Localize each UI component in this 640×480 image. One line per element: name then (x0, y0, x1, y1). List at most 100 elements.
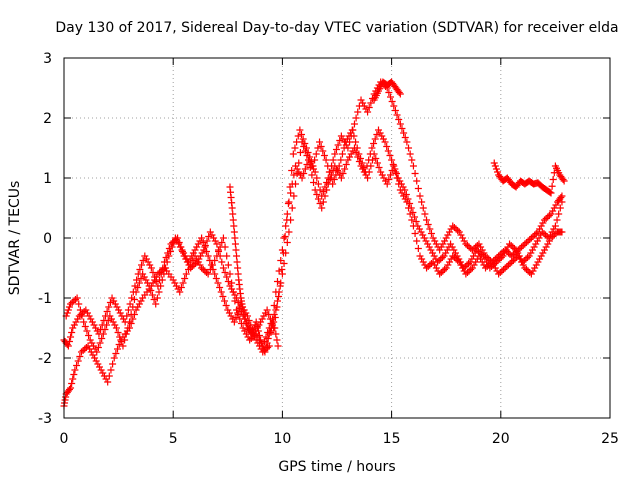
data-point (350, 132, 358, 140)
data-point (172, 282, 180, 290)
data-point (491, 260, 499, 267)
data-point (442, 264, 450, 272)
data-point (188, 252, 196, 260)
data-point (272, 288, 280, 296)
data-point (231, 234, 239, 242)
data-point (547, 210, 555, 218)
data-point (270, 318, 278, 326)
data-point (127, 311, 135, 318)
data-point (293, 165, 301, 173)
data-point (117, 338, 125, 345)
data-point (230, 222, 238, 230)
data-point (63, 309, 71, 317)
data-point (306, 153, 314, 161)
data-point (86, 336, 94, 344)
data-point (216, 284, 224, 291)
data-point (371, 135, 379, 143)
data-point (385, 176, 393, 183)
data-point (529, 233, 537, 240)
data-point (417, 228, 425, 236)
data-point (205, 233, 213, 240)
data-point (468, 264, 476, 272)
data-point (512, 246, 520, 254)
data-point (234, 270, 242, 278)
data-point (98, 335, 106, 342)
data-point (307, 158, 315, 165)
data-point (218, 239, 226, 246)
data-point (137, 297, 145, 305)
data-point (109, 318, 117, 326)
data-point (282, 222, 290, 230)
data-point (141, 252, 149, 260)
data-point (502, 246, 510, 254)
data-point (199, 266, 207, 273)
x-axis-label: GPS time / hours (278, 459, 395, 475)
data-point (419, 204, 427, 212)
data-point (459, 234, 467, 242)
data-point (389, 161, 397, 168)
data-point (119, 342, 127, 350)
data-point (140, 273, 148, 281)
data-point (370, 140, 378, 147)
data-point (126, 318, 134, 326)
data-point (429, 234, 437, 242)
data-point (216, 252, 224, 260)
data-point (177, 284, 185, 291)
data-point (198, 249, 206, 257)
data-point (363, 162, 371, 170)
data-point (367, 99, 375, 107)
data-point (74, 315, 82, 323)
data-point (424, 240, 432, 248)
data-point (70, 321, 78, 329)
data-point (442, 249, 450, 257)
data-point (337, 156, 345, 164)
data-point (359, 99, 367, 107)
data-point (341, 165, 349, 173)
data-point (347, 150, 355, 158)
data-point (400, 129, 408, 137)
data-point (112, 324, 120, 332)
data-point (514, 249, 522, 257)
data-point (273, 297, 281, 305)
data-point (342, 161, 350, 168)
data-point (507, 242, 515, 249)
data-point (259, 342, 267, 350)
data-point (176, 288, 184, 296)
data-point (319, 188, 327, 195)
data-point (450, 224, 458, 231)
data-point (228, 279, 236, 287)
data-point (281, 233, 289, 240)
data-point (203, 269, 211, 276)
data-point (91, 354, 99, 362)
data-point (332, 171, 340, 179)
data-point (346, 153, 354, 161)
data-point (539, 249, 547, 257)
data-point (214, 279, 222, 287)
data-point (148, 291, 156, 299)
data-point (226, 282, 234, 290)
data-point (436, 246, 444, 254)
data-point (332, 146, 340, 153)
data-point (68, 299, 76, 306)
data-point (130, 296, 138, 303)
data-point (278, 266, 286, 273)
data-point (146, 261, 154, 269)
data-point (228, 285, 236, 293)
y-tick-label: 0 (43, 231, 52, 247)
data-point (110, 297, 118, 305)
data-point (325, 168, 333, 176)
data-point (278, 246, 286, 254)
data-point (274, 342, 282, 350)
data-point (474, 248, 482, 255)
data-point (253, 323, 261, 330)
data-point (187, 264, 195, 272)
data-point (189, 249, 197, 257)
data-point (280, 260, 288, 267)
data-point (432, 264, 440, 272)
data-point (204, 252, 212, 260)
data-point (313, 174, 321, 182)
data-point (93, 348, 101, 356)
data-point (423, 216, 431, 224)
data-point (129, 315, 137, 323)
data-point (538, 228, 546, 236)
